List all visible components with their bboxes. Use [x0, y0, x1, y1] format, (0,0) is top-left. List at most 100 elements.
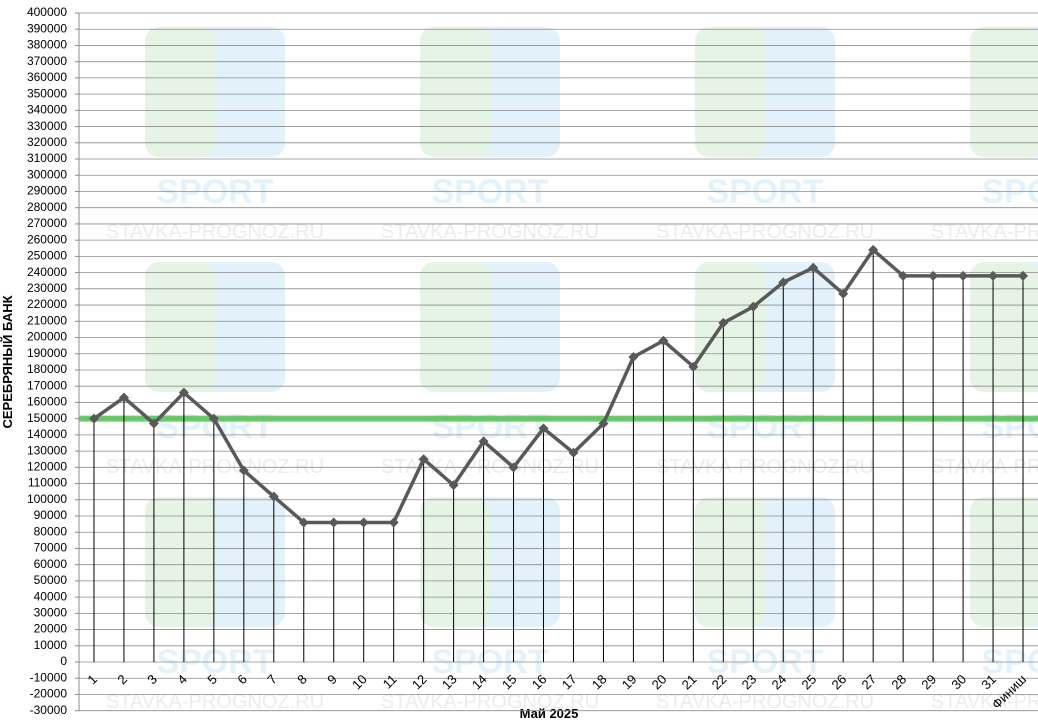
- y-tick-label: 350000: [27, 86, 67, 100]
- data-point: [538, 423, 549, 434]
- x-tick-label: 1: [84, 672, 100, 688]
- y-tick-label: 290000: [27, 184, 67, 198]
- y-tick-label: 180000: [27, 362, 67, 376]
- y-tick-label: 380000: [27, 38, 67, 52]
- watermark-logo: [420, 262, 490, 392]
- x-tick-label: 30: [948, 672, 969, 693]
- y-tick-label: 370000: [27, 54, 67, 68]
- data-point: [238, 465, 249, 476]
- y-tick-label: 190000: [27, 346, 67, 360]
- y-tick-label: -20000: [30, 687, 68, 701]
- y-tick-label: 330000: [27, 119, 67, 133]
- y-tick-label: -30000: [30, 703, 68, 717]
- x-tick-label: 8: [294, 672, 310, 688]
- y-tick-label: 70000: [34, 541, 68, 555]
- y-tick-label: -10000: [30, 670, 68, 684]
- y-tick-label: 60000: [34, 557, 68, 571]
- series-line: [92, 248, 1024, 525]
- x-tick-label: 18: [589, 672, 610, 693]
- x-tick-label: 10: [349, 672, 370, 693]
- watermark-text: STAVKA-PROGNOZ.RU: [106, 691, 324, 713]
- watermark-logo: [695, 262, 765, 392]
- data-point: [658, 335, 669, 346]
- y-tick-label: 50000: [34, 573, 68, 587]
- x-tick-label: 29: [918, 672, 939, 693]
- y-tick-label: 40000: [34, 589, 68, 603]
- x-axis-label: Май 2025: [520, 706, 579, 721]
- y-tick-label: 250000: [27, 249, 67, 263]
- data-point: [298, 517, 309, 528]
- x-tick-label: 11: [380, 672, 400, 692]
- y-tick-label: 200000: [27, 330, 67, 344]
- y-tick-label: 230000: [27, 281, 67, 295]
- watermark-text: SPORT: [981, 408, 1038, 446]
- y-tick-label: 240000: [27, 265, 67, 279]
- data-point: [718, 317, 729, 328]
- y-tick-label: 310000: [27, 151, 67, 165]
- data-point: [898, 270, 909, 281]
- x-tick-label: 20: [649, 672, 670, 693]
- watermark-text: SPORT: [156, 173, 273, 211]
- y-tick-label: 140000: [27, 427, 67, 441]
- watermark-logo: [695, 497, 765, 627]
- y-tick-label: 10000: [34, 638, 68, 652]
- y-tick-label: 0: [60, 654, 67, 668]
- watermark-text: STAVKA-PROGNOZ.RU: [381, 691, 599, 713]
- data-point: [928, 270, 939, 281]
- y-tick-label: 220000: [27, 297, 67, 311]
- y-tick-label: 260000: [27, 232, 67, 246]
- x-tick-label: 28: [888, 672, 909, 693]
- data-point: [568, 447, 579, 458]
- data-point: [268, 491, 279, 502]
- watermark-logo: [420, 497, 490, 627]
- y-tick-label: 20000: [34, 622, 68, 636]
- data-point: [628, 351, 639, 362]
- watermark-logo: [695, 27, 765, 157]
- watermark-text: SPORT: [706, 408, 823, 446]
- watermark-logo: [970, 497, 1038, 627]
- x-tick-label: 2: [114, 672, 130, 688]
- data-point: [988, 270, 999, 281]
- watermark-logo: [145, 27, 215, 157]
- data-point: [598, 418, 609, 429]
- x-tick-label: 9: [324, 672, 340, 688]
- y-tick-label: 110000: [28, 476, 67, 490]
- y-tick-label: 270000: [27, 216, 67, 230]
- watermark-text: STAVKA-PROGNOZ.RU: [656, 221, 874, 243]
- y-tick-label: 90000: [34, 508, 68, 522]
- data-point: [748, 301, 759, 312]
- watermark-text: SPORT: [981, 173, 1038, 211]
- watermark-text: STAVKA-PROGNOZ.RU: [106, 221, 324, 243]
- watermark-text: STAVKA-PROGNOZ.RU: [656, 691, 874, 713]
- y-tick-label: 100000: [27, 492, 67, 506]
- data-point: [958, 270, 969, 281]
- y-tick-label: 130000: [27, 443, 67, 457]
- x-tick-label: 12: [409, 672, 430, 693]
- y-tick-label: 360000: [27, 70, 67, 84]
- y-tick-label: 80000: [34, 524, 68, 538]
- y-axis-label: СЕРЕБРЯНЫЙ БАНК: [0, 295, 15, 428]
- watermark-logo: [420, 27, 490, 157]
- x-tick-label: 17: [559, 672, 580, 693]
- data-point: [478, 436, 489, 447]
- x-tick-label: 19: [619, 672, 640, 693]
- watermark-logo: [145, 262, 215, 392]
- y-tick-label: 280000: [27, 200, 67, 214]
- data-point: [328, 517, 339, 528]
- watermark-text: STAVKA-PROGNOZ.RU: [931, 221, 1038, 243]
- y-tick-label: 300000: [27, 167, 67, 181]
- data-point: [88, 413, 99, 424]
- watermark-logo: [970, 27, 1038, 157]
- watermark-logo: [970, 262, 1038, 392]
- data-point: [118, 392, 129, 403]
- data-point: [148, 418, 159, 429]
- watermark-text: STAVKA-PROGNOZ.RU: [381, 221, 599, 243]
- y-tick-label: 340000: [27, 103, 67, 117]
- y-tick-label: 390000: [27, 21, 67, 35]
- x-tick-label: 21: [679, 672, 700, 693]
- y-tick-label: 30000: [34, 606, 68, 620]
- y-tick-label: 210000: [27, 313, 67, 327]
- data-point: [838, 288, 849, 299]
- data-point: [868, 244, 879, 255]
